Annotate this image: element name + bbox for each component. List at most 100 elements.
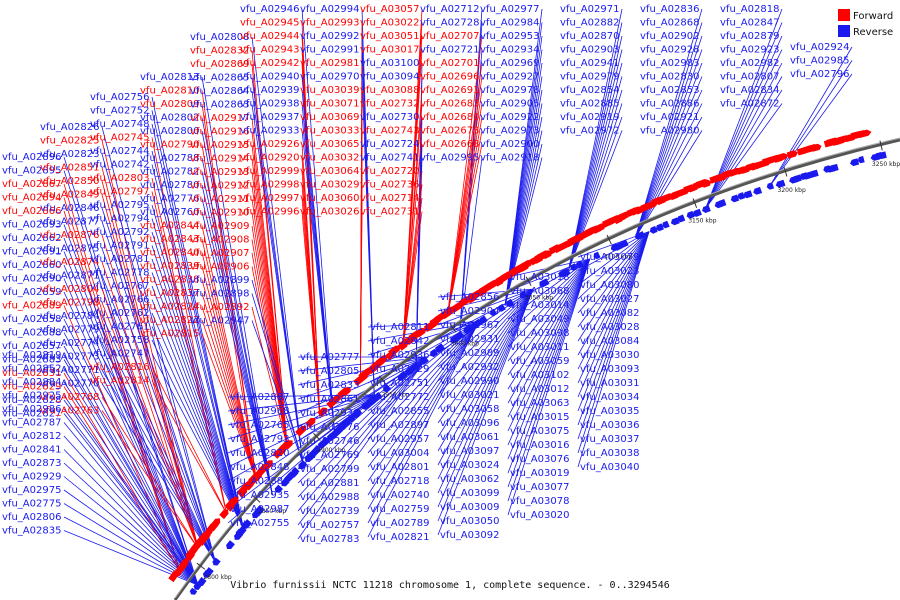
gene-label[interactable]: vfu_A02913	[190, 167, 249, 178]
gene-label-text[interactable]: vfu_A02739	[300, 506, 359, 517]
gene-label[interactable]: vfu_A03017	[360, 45, 419, 56]
gene-label-text[interactable]: vfu_A02801	[370, 462, 429, 473]
gene-label[interactable]: vfu_A02908	[190, 235, 249, 246]
gene-label[interactable]: vfu_A03092	[440, 530, 499, 541]
gene-label[interactable]: vfu_A02999	[240, 166, 299, 177]
gene-label-text[interactable]: vfu_A02763	[40, 406, 99, 417]
gene-label[interactable]: vfu_A02805	[300, 366, 359, 377]
gene-label-text[interactable]: vfu_A02946	[240, 4, 299, 15]
gene-label[interactable]: vfu_A02778	[90, 268, 149, 279]
gene-label-text[interactable]: vfu_A02884	[2, 377, 61, 388]
gene-label-text[interactable]: vfu_A02983	[640, 58, 699, 69]
gene-label[interactable]: vfu_A02701	[420, 58, 479, 69]
gene-label-text[interactable]: vfu_A02915	[190, 140, 249, 151]
gene-label[interactable]: vfu_A02673	[420, 126, 479, 137]
gene-label[interactable]: vfu_A02904	[440, 306, 499, 317]
gene-label[interactable]: vfu_A02873	[2, 458, 61, 469]
gene-label-text[interactable]: vfu_A02928	[640, 45, 699, 56]
gene-label-text[interactable]: vfu_A02921	[640, 112, 699, 123]
gene-label-text[interactable]: vfu_A02832	[190, 46, 249, 57]
gene-label-text[interactable]: vfu_A02742	[90, 160, 149, 171]
gene-label[interactable]: vfu_A02843	[140, 234, 199, 245]
gene-label[interactable]: vfu_A02812	[2, 431, 61, 442]
gene-label-text[interactable]: vfu_A02770	[40, 379, 99, 390]
gene-label-text[interactable]: vfu_A02993	[300, 18, 359, 29]
gene-label-text[interactable]: vfu_A02905	[480, 99, 539, 110]
gene-label[interactable]: vfu_A03058	[440, 404, 499, 415]
gene-label-text[interactable]: vfu_A02870	[560, 31, 619, 42]
gene-label[interactable]: vfu_A02872	[720, 99, 779, 110]
gene-label-text[interactable]: vfu_A02798	[40, 298, 99, 309]
gene-label[interactable]: vfu_A02967	[440, 320, 499, 331]
gene-label[interactable]: vfu_A02751	[370, 378, 429, 389]
gene-label[interactable]: vfu_A02906	[190, 262, 249, 273]
gene-label[interactable]: vfu_A02970	[300, 72, 359, 83]
gene-label-text[interactable]: vfu_A02799	[300, 464, 359, 475]
gene-label[interactable]: vfu_A02739	[300, 506, 359, 517]
gene-label[interactable]: vfu_A02752	[90, 106, 149, 117]
gene-label-text[interactable]: vfu_A02877	[40, 217, 99, 228]
gene-label[interactable]: vfu_A02980	[640, 126, 699, 137]
gene-label-text[interactable]: vfu_A03096	[440, 418, 499, 429]
gene-label[interactable]: vfu_A02855	[370, 406, 429, 417]
gene-label[interactable]: vfu_A02939	[240, 85, 299, 96]
gene-label[interactable]: vfu_A03088	[360, 85, 419, 96]
gene-label[interactable]: vfu_A03036	[580, 420, 639, 431]
gene-label[interactable]: vfu_A02745	[90, 133, 149, 144]
gene-label-text[interactable]: vfu_A02825	[40, 136, 99, 147]
gene-label[interactable]: vfu_A02986	[2, 404, 61, 415]
gene-label-text[interactable]: vfu_A02858	[2, 314, 61, 325]
gene-label[interactable]: vfu_A02893	[2, 220, 61, 231]
gene-label-text[interactable]: vfu_A02835	[2, 526, 61, 537]
gene-label-text[interactable]: vfu_A02967	[440, 320, 499, 331]
gene-label-text[interactable]: vfu_A02857	[2, 341, 61, 352]
gene-label-text[interactable]: vfu_A02978	[480, 85, 539, 96]
gene-label[interactable]: vfu_A02830	[640, 72, 699, 83]
gene-label-text[interactable]: vfu_A03004	[370, 448, 429, 459]
gene-label-text[interactable]: vfu_A02871	[40, 271, 99, 282]
gene-label-text[interactable]: vfu_A03075	[510, 426, 569, 437]
gene-label[interactable]: vfu_A03028	[580, 322, 639, 333]
gene-label[interactable]: vfu_A02929	[2, 472, 61, 483]
gene-label-text[interactable]: vfu_A02882	[560, 18, 619, 29]
gene-label-text[interactable]: vfu_A02746	[300, 436, 359, 447]
gene-label-text[interactable]: vfu_A03088	[360, 85, 419, 96]
gene-label[interactable]: vfu_A02837	[140, 288, 199, 299]
gene-label-text[interactable]: vfu_A02891	[2, 247, 61, 258]
gene-label-text[interactable]: vfu_A02914	[190, 154, 249, 165]
gene-label[interactable]: vfu_A03060	[300, 193, 359, 204]
gene-label[interactable]: vfu_A02926	[240, 139, 299, 150]
gene-label[interactable]: vfu_A02937	[240, 112, 299, 123]
gene-label[interactable]: vfu_A03082	[580, 308, 639, 319]
gene-label-text[interactable]: vfu_A02973	[480, 126, 539, 137]
gene-label[interactable]: vfu_A02691	[420, 85, 479, 96]
gene-label-text[interactable]: vfu_A03092	[440, 530, 499, 541]
gene-label-text[interactable]: vfu_A02929	[2, 472, 61, 483]
gene-label[interactable]: vfu_A02748	[90, 119, 149, 130]
gene-label[interactable]: vfu_A03094	[360, 72, 419, 83]
gene-label-text[interactable]: vfu_A02787	[2, 418, 61, 429]
gene-label-text[interactable]: vfu_A02833	[300, 380, 359, 391]
gene-label[interactable]: vfu_A03037	[580, 434, 639, 445]
gene-label[interactable]: vfu_A02696	[420, 72, 479, 83]
gene-label-text[interactable]: vfu_A02767	[90, 281, 149, 292]
gene-label-text[interactable]: vfu_A02782	[140, 167, 199, 178]
gene-label[interactable]: vfu_A02724	[360, 139, 419, 150]
gene-label[interactable]: vfu_A02800	[140, 126, 199, 137]
gene-label[interactable]: vfu_A02816	[90, 362, 149, 373]
gene-label[interactable]: vfu_A02910	[190, 208, 249, 219]
gene-label-text[interactable]: vfu_A02942	[240, 58, 299, 69]
gene-label-text[interactable]: vfu_A02953	[480, 31, 539, 42]
gene-label-text[interactable]: vfu_A02828	[2, 395, 61, 406]
gene-label-text[interactable]: vfu_A02936	[370, 350, 429, 361]
gene-label[interactable]: vfu_A02992	[300, 31, 359, 42]
gene-label-text[interactable]: vfu_A02814	[90, 376, 149, 387]
gene-label[interactable]: vfu_A03099	[440, 488, 499, 499]
gene-label[interactable]: vfu_A02742	[90, 160, 149, 171]
gene-label-text[interactable]: vfu_A02873	[2, 458, 61, 469]
gene-label[interactable]: vfu_A02771	[40, 365, 99, 376]
gene-label-text[interactable]: vfu_A02680	[420, 112, 479, 123]
gene-label-text[interactable]: vfu_A02762	[90, 308, 149, 319]
gene-label[interactable]: vfu_A02826	[40, 122, 99, 133]
gene-label-text[interactable]: vfu_A03098	[510, 328, 569, 339]
